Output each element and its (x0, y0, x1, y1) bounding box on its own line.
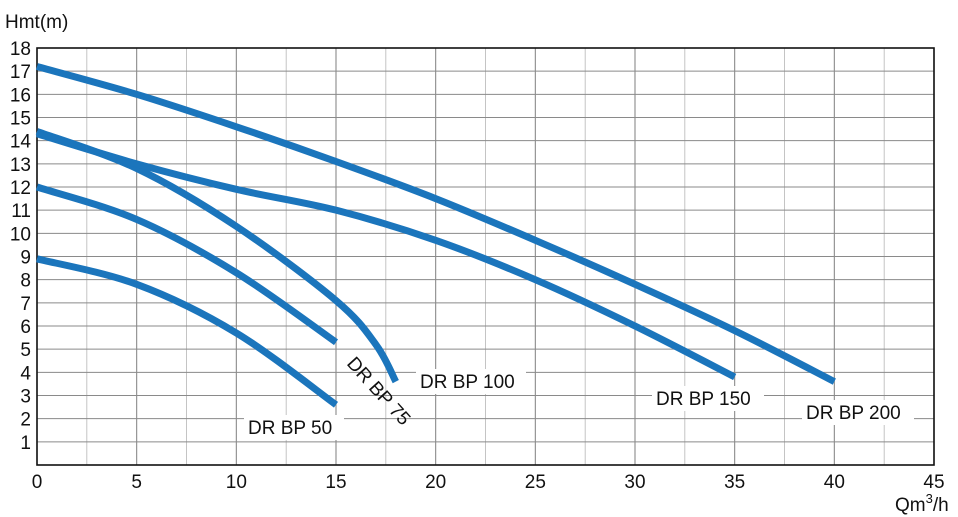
x-tick-label: 35 (724, 472, 745, 493)
x-tick-label: 45 (923, 472, 944, 493)
x-tick-label: 30 (624, 472, 645, 493)
y-tick-label: 9 (20, 248, 31, 269)
y-tick-label: 17 (10, 62, 31, 83)
series-line-dr-bp-200 (36, 63, 836, 385)
y-tick-label: 4 (20, 363, 31, 384)
x-tick-label: 40 (824, 472, 845, 493)
chart-curves (35, 63, 836, 408)
y-tick-label: 6 (20, 317, 31, 338)
series-label-dr-bp-200: DR BP 200 (806, 403, 901, 424)
series-label-bg-dr-bp-200 (802, 400, 914, 425)
y-tick-label: 13 (10, 155, 31, 176)
y-tick-label: 15 (10, 109, 31, 130)
y-tick-label: 5 (20, 340, 31, 361)
y-tick-label: 16 (10, 85, 31, 106)
y-tick-label: 7 (20, 294, 31, 315)
series-label-bg-dr-bp-150 (652, 386, 764, 411)
x-tick-label: 10 (226, 472, 247, 493)
x-axis-title: Qm3/h (895, 491, 949, 516)
series-line-dr-bp-75 (35, 183, 339, 346)
y-tick-label: 3 (20, 387, 31, 408)
chart-grid (36, 47, 935, 466)
y-axis-title: Hmt(m) (5, 12, 68, 33)
series-label-bg-dr-bp-50 (244, 415, 344, 440)
x-tick-label: 0 (32, 472, 43, 493)
series-label-dr-bp-50: DR BP 50 (248, 418, 332, 439)
y-tick-label: 18 (10, 39, 31, 60)
y-tick-label: 12 (10, 178, 31, 199)
y-tick-label: 10 (10, 224, 31, 245)
x-tick-label: 25 (525, 472, 546, 493)
y-tick-label: 11 (11, 201, 31, 222)
plot-frame (36, 47, 935, 466)
series-line-dr-bp-50 (36, 255, 339, 408)
series-label-dr-bp-150: DR BP 150 (656, 389, 751, 410)
series-line-dr-bp-150 (35, 130, 737, 381)
x-tick-label: 5 (131, 472, 142, 493)
y-tick-label: 14 (10, 132, 32, 153)
x-tick-label: 15 (325, 472, 346, 493)
series-label-bg-dr-bp-100 (416, 369, 526, 394)
series-label-dr-bp-100: DR BP 100 (420, 372, 515, 393)
y-tick-label: 8 (20, 271, 31, 292)
y-tick-label: 1 (20, 433, 31, 454)
y-tick-label: 2 (20, 410, 31, 431)
x-tick-label: 20 (425, 472, 446, 493)
